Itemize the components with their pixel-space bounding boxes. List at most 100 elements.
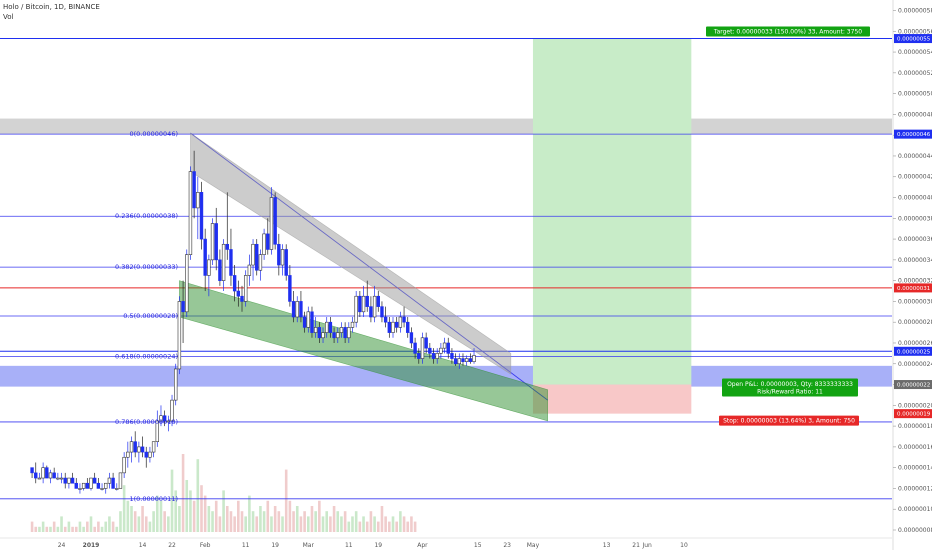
candle-body [431, 353, 436, 359]
candle-body [81, 482, 86, 489]
volume-bar [376, 521, 380, 532]
candle-body [339, 327, 344, 333]
profit-zone [532, 38, 692, 385]
candle-body [398, 316, 403, 328]
volume-bar [292, 511, 295, 532]
volume-bar [266, 500, 270, 532]
target-badge-text: Target: 0.00000033 (150.00%) 33, Amount:… [713, 29, 862, 36]
candle-body [354, 295, 358, 323]
price-tick-label: 0.00000050 [898, 91, 932, 98]
volume-bar [108, 516, 111, 532]
candle-body [221, 243, 226, 281]
candle-body [155, 420, 159, 442]
price-tag: 0.00000025 [897, 349, 931, 355]
volume-bar [248, 495, 251, 532]
volume-bar [178, 506, 181, 532]
volume-bar [38, 526, 41, 532]
stop-badge-bg [719, 415, 859, 426]
volume-bar [384, 516, 387, 532]
candle-body [111, 477, 115, 489]
volume-bar [402, 516, 406, 532]
candle-body [45, 467, 49, 479]
candle-body [369, 306, 373, 318]
time-tick-label: Jun [641, 542, 652, 549]
price-tick-label: 0.00000056 [898, 28, 932, 35]
volume-label: Vol [3, 13, 14, 21]
volume-bar [310, 506, 314, 532]
candle-body [118, 472, 123, 489]
candle-body [236, 290, 241, 297]
volume-bar [406, 521, 410, 532]
volume-bar [130, 506, 133, 532]
time-tick-label: Mar [303, 542, 315, 549]
candle-body [325, 321, 329, 333]
volume-bar [52, 521, 56, 532]
time-tick-label: 2019 [83, 542, 100, 549]
volume-bar [41, 521, 45, 532]
volume-bar [358, 521, 362, 532]
candle-body [133, 441, 137, 453]
candle-body [302, 316, 307, 328]
candle-body [247, 264, 252, 276]
candle-body [402, 316, 406, 323]
time-tick-label: 24 [58, 542, 66, 549]
candle-body [406, 321, 410, 333]
price-tag: 0.00000031 [897, 286, 930, 292]
candle-body [177, 301, 182, 370]
candle-body [317, 327, 322, 339]
candle-body [129, 441, 134, 453]
candle-body [321, 332, 325, 339]
price-tag: 0.00000055 [897, 37, 931, 43]
volume-bar [163, 511, 166, 532]
price-tag-bg [894, 129, 932, 139]
candle-body [442, 342, 447, 349]
candle-body [185, 254, 189, 313]
volume-bar [167, 516, 170, 532]
price-tick-label: 0.00000036 [898, 236, 932, 243]
volume-bar [82, 526, 85, 532]
candle-body [199, 192, 204, 240]
volume-bar [281, 516, 284, 532]
volume-bar [273, 506, 277, 532]
time-tick-label: May [527, 542, 540, 549]
time-tick-label: 11 [345, 542, 353, 549]
volume-bar [325, 511, 329, 532]
volume-bar [329, 516, 332, 532]
symbol-title: Holo / Bitcoin, 1D, BINANCE [3, 3, 100, 11]
candle-body [188, 171, 193, 255]
candle-body [310, 311, 314, 333]
volume-bar [34, 526, 38, 532]
volume-bar [362, 516, 365, 532]
price-tag-bg [894, 380, 932, 390]
price-axis[interactable]: 0.00000058 0.00000056 0.00000054 0.00000052… [892, 0, 932, 550]
candle-body [262, 233, 266, 255]
volume-bar [343, 511, 347, 532]
candle-body [229, 249, 233, 276]
volume-bar [318, 500, 321, 532]
position-layer [532, 38, 692, 414]
volume-bar [86, 521, 89, 532]
volume-bar [365, 521, 369, 532]
candle-body [428, 347, 432, 354]
candle-body [166, 420, 171, 423]
volume-bar [203, 495, 207, 532]
time-axis[interactable]: 24 2019 14 22 Feb 11 19 Mar 11 19 Apr 15 23 May 13 21 Ju… [0, 537, 892, 549]
fib-label: 0.786(0.00000018) [115, 418, 178, 426]
volume-bar [63, 526, 67, 532]
candle-body [52, 472, 56, 479]
price-tick-label: 0.00000012 [898, 485, 932, 492]
candle-body [196, 192, 200, 209]
time-tick-label: 10 [680, 542, 688, 549]
candle-body [159, 415, 163, 422]
candle-body [453, 358, 458, 365]
candle-body [365, 295, 369, 307]
volume-bar [122, 485, 126, 532]
channels-layer [179, 132, 548, 422]
candle-body [358, 295, 362, 313]
volume-bar [100, 526, 104, 532]
candle-body [446, 342, 450, 354]
fib-label: 0(0.00000046) [130, 130, 179, 138]
candle-body [218, 259, 222, 281]
